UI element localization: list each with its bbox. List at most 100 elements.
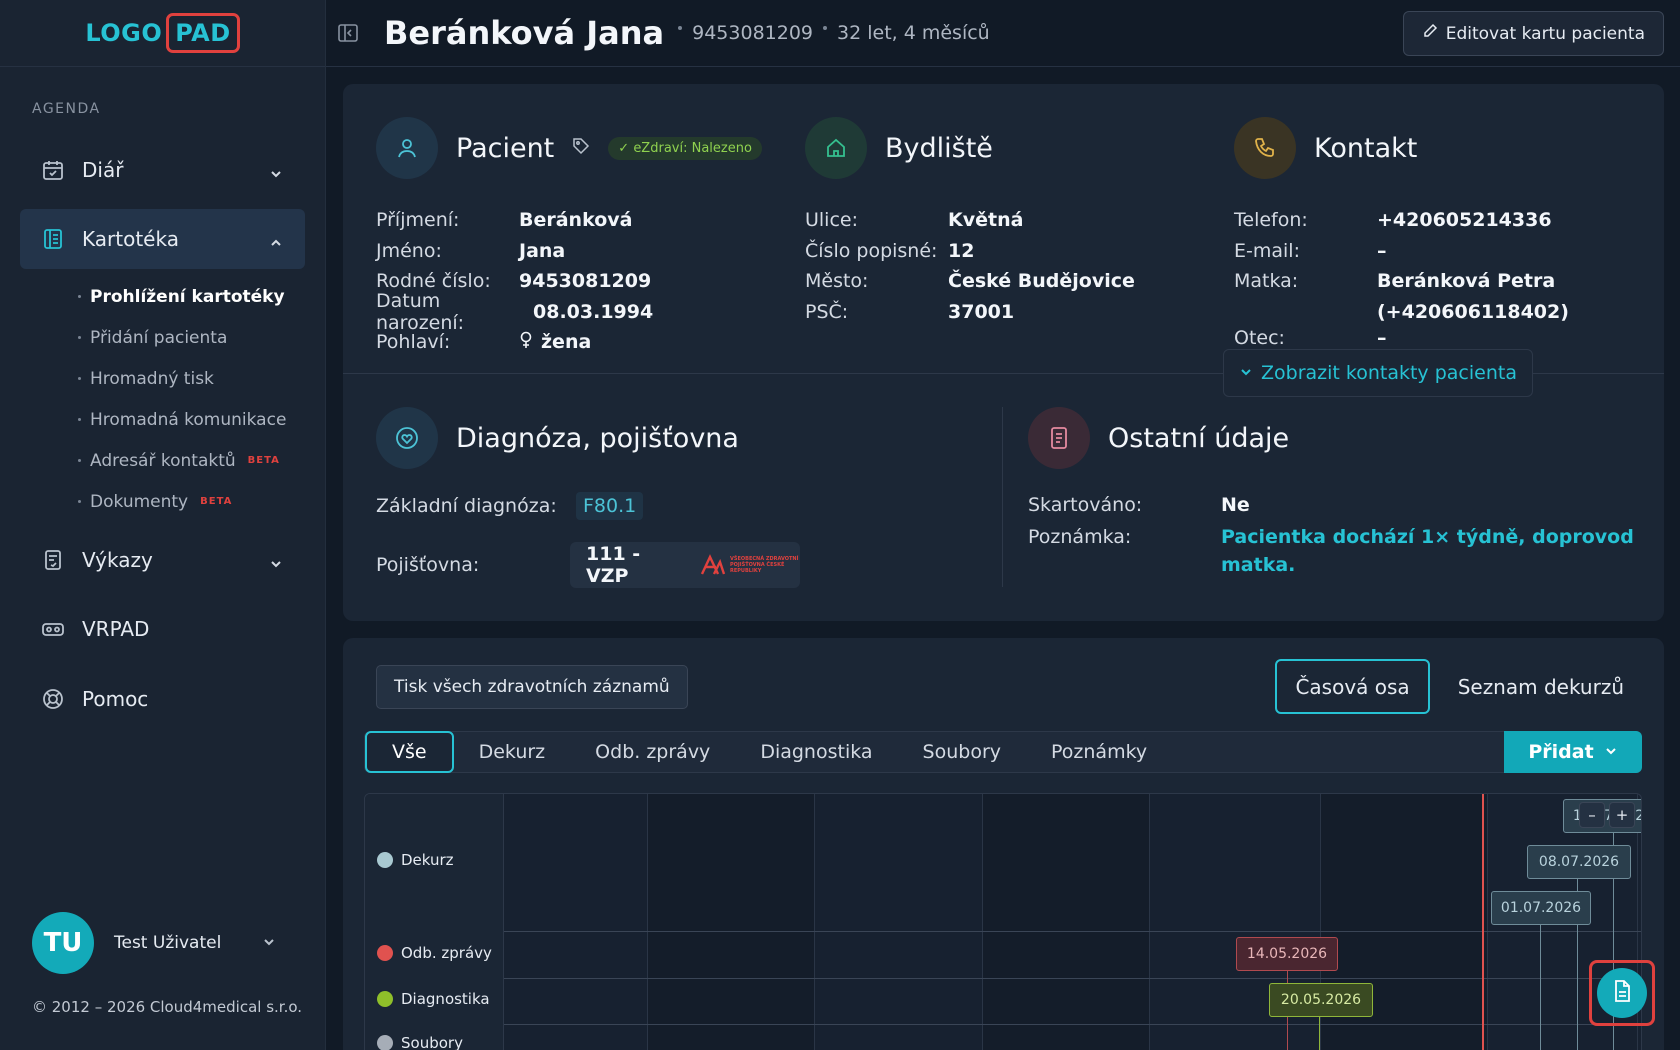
tag-icon[interactable] — [572, 137, 590, 159]
subnav-prohlizeni[interactable]: Prohlížení kartotéky — [78, 276, 286, 317]
user-menu[interactable]: TU Test Uživatel — [32, 912, 292, 974]
detail-label: Matka: — [1234, 270, 1299, 293]
sidebar-item-vrpad[interactable]: VRPAD — [20, 599, 305, 659]
legend-dot — [377, 1035, 393, 1050]
address-section-title: Bydliště — [885, 132, 993, 164]
other-details: Skartováno: Ne Poznámka: Pacientka docház… — [1028, 490, 1634, 579]
subnav-hromadna-komunikace[interactable]: Hromadná komunikace — [78, 399, 286, 440]
tab-diagnostika[interactable]: Diagnostika — [760, 741, 873, 763]
records-timeline[interactable]: 15.07.2026 08.07.2026 01.07.2026 14.05.2… — [364, 793, 1642, 1050]
patient-name: Beránková Jana — [384, 14, 665, 52]
today-marker — [1482, 794, 1484, 1050]
sidebar-collapse-icon[interactable] — [336, 21, 360, 45]
detail-label: Poznámka: — [1028, 525, 1132, 548]
detail-label: E-mail: — [1234, 239, 1300, 262]
floating-document-button[interactable] — [1597, 968, 1647, 1018]
detail-value: Beránková Petra — [1377, 270, 1556, 293]
edit-patient-label: Editovat kartu pacienta — [1445, 23, 1645, 44]
note-value: Pacientka dochází 1× týdně, doprovod mat… — [1221, 523, 1634, 579]
patient-section-title: Pacient — [456, 132, 555, 164]
detail-label: Základní diagnóza: — [376, 495, 557, 517]
event-odb-zprava[interactable]: 14.05.2026 — [1236, 937, 1338, 971]
beta-badge: BETA — [200, 496, 233, 507]
sidebar-item-label: Výkazy — [82, 548, 153, 572]
event-diagnostika[interactable]: 20.05.2026 — [1269, 983, 1373, 1017]
tab-poznamky[interactable]: Poznámky — [1051, 741, 1148, 763]
document-icon — [1028, 407, 1090, 469]
detail-label: PSČ: — [805, 300, 849, 323]
base-diagnosis-row: Základní diagnóza: F80.1 — [376, 492, 644, 520]
tab-dekurz[interactable]: Dekurz — [478, 741, 546, 763]
detail-value: Květná — [948, 209, 1024, 232]
row-label: Soubory — [401, 1034, 463, 1050]
section-label: AGENDA — [32, 101, 101, 117]
patient-age: 32 let, 4 měsíců — [837, 22, 990, 44]
event-stem — [1540, 921, 1541, 1050]
subnav-label: Hromadný tisk — [90, 368, 214, 389]
diagnosis-section-title: Diagnóza, pojišťovna — [456, 422, 739, 454]
chevron-up-icon — [269, 231, 283, 255]
list-view-button[interactable]: Seznam dekurzů — [1457, 674, 1624, 699]
row-label: Odb. zprávy — [401, 944, 492, 962]
tab-odb-zpravy[interactable]: Odb. zprávy — [595, 741, 711, 763]
subnav-dokumenty[interactable]: Dokumenty BETA — [78, 481, 286, 522]
detail-value: +420605214336 — [1377, 209, 1552, 232]
sidebar-item-kartoteka[interactable]: Kartotéka — [20, 209, 305, 269]
sidebar-item-diar[interactable]: Diář — [20, 140, 305, 200]
tab-soubory[interactable]: Soubory — [922, 741, 1001, 763]
tab-vse[interactable]: Vše — [365, 731, 454, 773]
timeline-grid — [1149, 794, 1150, 1050]
chevron-down-icon — [1239, 362, 1253, 384]
edit-patient-button[interactable]: Editovat kartu pacienta — [1402, 11, 1664, 56]
detail-label: Ulice: — [805, 209, 859, 232]
heart-badge-icon — [376, 407, 438, 469]
subnav-pridani[interactable]: Přidání pacienta — [78, 317, 286, 358]
view-toggle: Časová osa Seznam dekurzů — [1275, 659, 1642, 714]
user-icon — [376, 117, 438, 179]
chevron-down-icon — [269, 552, 283, 576]
detail-value: 08.03.1994 — [533, 300, 654, 323]
chevron-down-icon — [269, 162, 283, 186]
event-stem — [1319, 1008, 1320, 1050]
contact-section-header: Kontakt — [1234, 117, 1417, 179]
detail-label: Pohlaví: — [376, 331, 451, 354]
pencil-icon — [1422, 23, 1438, 44]
logo[interactable]: LOGO PAD — [85, 13, 240, 53]
subnav-label: Dokumenty — [90, 491, 189, 512]
event-dekurz[interactable]: 01.07.2026 — [1491, 891, 1591, 925]
avatar: TU — [32, 912, 94, 974]
subnav-hromadny-tisk[interactable]: Hromadný tisk — [78, 358, 286, 399]
subnav-adresar[interactable]: Adresář kontaktů BETA — [78, 440, 286, 481]
separator-dot — [678, 26, 683, 30]
chevron-down-icon — [1604, 741, 1618, 763]
sidebar-item-vykazy[interactable]: Výkazy — [20, 530, 305, 590]
note-line: Pacientka dochází 1× týdně, doprovod — [1221, 525, 1634, 548]
event-dekurz[interactable]: 08.07.2026 — [1527, 845, 1631, 879]
sidebar-item-label: VRPAD — [82, 617, 150, 641]
address-section-header: Bydliště — [805, 117, 993, 179]
detail-value: Ne — [1221, 494, 1250, 517]
timeline-view-button[interactable]: Časová osa — [1275, 659, 1430, 714]
timeline-grid — [814, 794, 815, 1050]
zoom-out-button[interactable]: – — [1579, 802, 1605, 828]
contact-details: Telefon: +420605214336 E-mail: – Matka: Ber… — [1234, 205, 1569, 354]
add-record-button[interactable]: Přidat — [1504, 731, 1642, 773]
sidebar-item-pomoc[interactable]: Pomoc — [20, 669, 305, 729]
patient-section-header: Pacient ✓ eZdraví: Nalezeno — [376, 117, 762, 179]
insurer-box: 111 - VZP VŠEOBECNÁ ZDRAVOTNÍ POJIŠŤOVNA… — [570, 542, 800, 588]
detail-value: 9453081209 — [519, 270, 652, 293]
diagnosis-code[interactable]: F80.1 — [576, 492, 644, 520]
document-icon — [1611, 979, 1633, 1007]
timeline-stripe — [647, 794, 814, 1050]
contact-section-title: Kontakt — [1314, 132, 1418, 164]
report-icon — [40, 547, 66, 573]
page-header: Beránková Jana 9453081209 32 let, 4 měsí… — [326, 0, 1680, 67]
timeline-zoom: – + — [1579, 802, 1635, 828]
legend-dot — [377, 852, 393, 868]
print-all-records-button[interactable]: Tisk všech zdravotních záznamů — [376, 665, 688, 709]
detail-value: Jana — [519, 239, 566, 262]
zoom-in-button[interactable]: + — [1609, 802, 1635, 828]
phone-icon — [1234, 117, 1296, 179]
row-label: Diagnostika — [401, 990, 490, 1008]
show-contacts-button[interactable]: Zobrazit kontakty pacienta — [1223, 349, 1533, 397]
